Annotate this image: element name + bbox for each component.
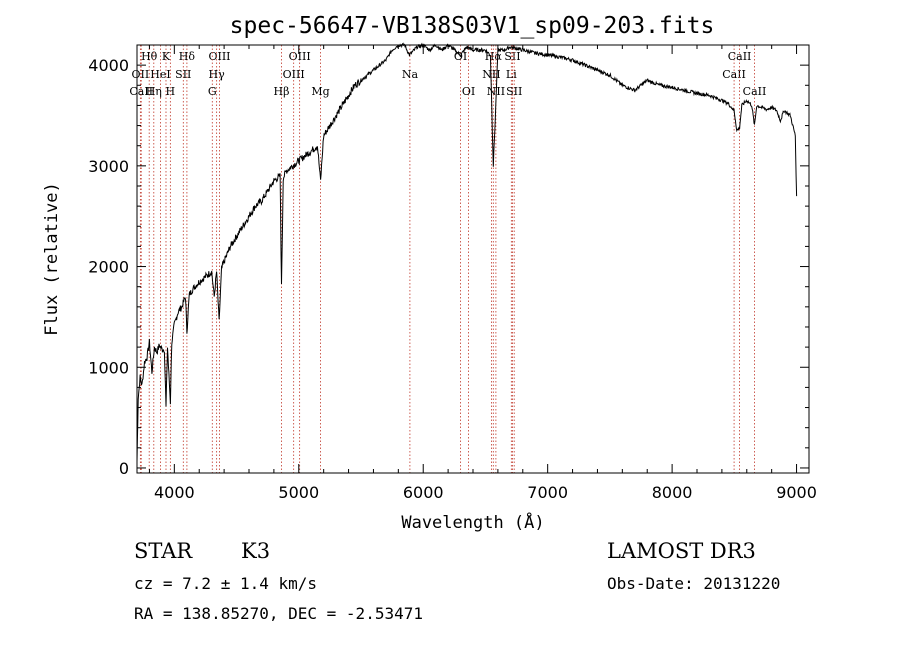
observation-date: Obs-Date: 20131220 <box>607 574 781 593</box>
y-axis-label: Flux (relative) <box>42 182 62 336</box>
spectral-line-label: G <box>208 85 217 98</box>
spectral-line-label: CaII <box>728 50 752 63</box>
spectral-line-label: SII <box>504 50 520 63</box>
spectral-line-label: Li <box>506 68 517 81</box>
spectral-line-label: CaII <box>743 85 767 98</box>
spectral-line-label: Na <box>402 68 419 81</box>
spectral-line-label: SII <box>506 85 522 98</box>
x-tick-label: 6000 <box>403 483 444 502</box>
spectral-line-label: Hη <box>146 85 162 98</box>
spectral-line-label: K <box>162 50 171 63</box>
spectral-line-label: Hθ <box>141 50 158 63</box>
coordinates: RA = 138.85270, DEC = -2.53471 <box>134 604 423 623</box>
object-subclass: K3 <box>241 539 271 563</box>
series-layer <box>136 42 798 463</box>
spectral-line-label: Hβ <box>274 85 290 98</box>
spectral-line-label: OIII <box>289 50 311 63</box>
survey-name: LAMOST DR3 <box>607 539 756 563</box>
spectral-line-label: Mg <box>311 85 329 98</box>
redshift-cz: cz = 7.2 ± 1.4 km/s <box>134 574 318 593</box>
chart-title: spec-56647-VB138S03V1_sp09-203.fits <box>230 13 715 39</box>
spectral-line-label: CaII <box>129 85 153 98</box>
spectral-line-label: OI <box>462 85 475 98</box>
x-tick-label: 8000 <box>652 483 693 502</box>
x-axis-label: Wavelength (Å) <box>401 511 544 533</box>
spectral-line-label: OII <box>132 68 150 81</box>
spectrum-line <box>136 42 798 463</box>
y-tick-label: 3000 <box>88 157 129 176</box>
axis-ticks: 4000 5000 6000 7000 8000 9000 0 1000 2000 3000 400… <box>88 45 817 502</box>
plot-frame <box>136 44 810 474</box>
spectral-line-label: HeI <box>150 68 170 81</box>
spectral-line-label: OIII <box>283 68 305 81</box>
spectral-line-label: H <box>166 85 176 98</box>
y-tick-label: 1000 <box>88 358 129 377</box>
object-class: STAR <box>134 539 193 563</box>
spectral-line-markers: Hθ OII CaII HeI Hη K H SII Hδ OIII Hγ G Hβ OIII OIII Mg… <box>129 45 766 473</box>
spectral-line-label: Hγ <box>209 68 226 81</box>
spectral-line-label: Hδ <box>179 50 196 63</box>
spectral-line-label: CaII <box>722 68 746 81</box>
x-tick-label: 5000 <box>278 483 319 502</box>
spectral-line-label: SII <box>175 68 191 81</box>
y-tick-label: 0 <box>119 459 129 478</box>
x-tick-label: 4000 <box>154 483 195 502</box>
x-tick-label: 9000 <box>776 483 817 502</box>
y-tick-label: 2000 <box>88 258 129 277</box>
y-tick-label: 4000 <box>88 56 129 75</box>
spectral-line-label: OIII <box>208 50 230 63</box>
x-tick-label: 7000 <box>527 483 568 502</box>
